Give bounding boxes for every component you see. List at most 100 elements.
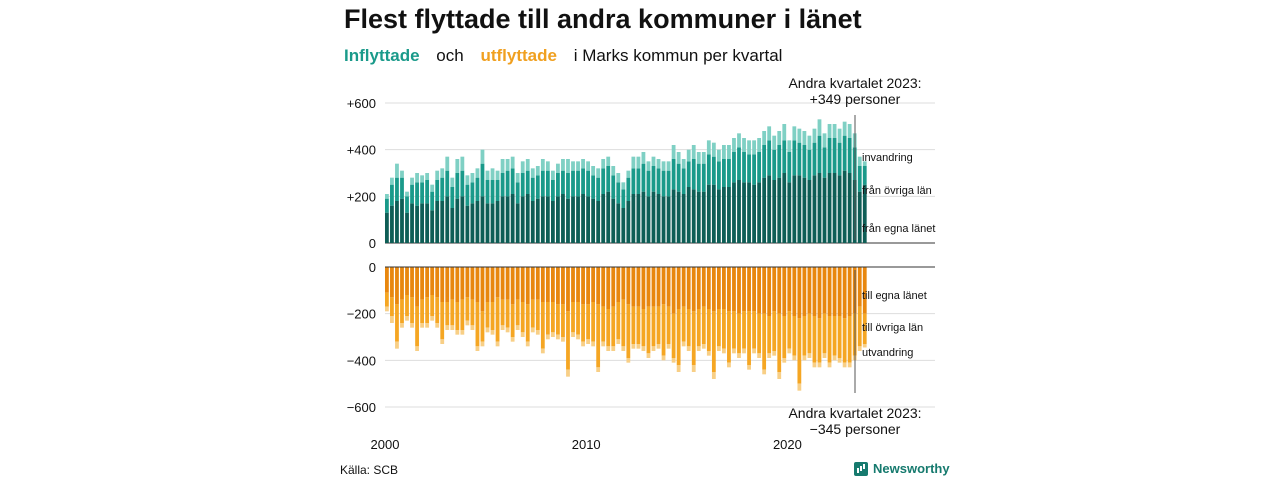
bar-out-segment xyxy=(591,341,596,347)
bar-out-segment xyxy=(405,267,409,295)
bar-in-segment xyxy=(611,175,616,199)
bar-in-segment xyxy=(686,187,691,243)
bar-out-segment xyxy=(646,267,651,307)
bar-out-segment xyxy=(460,299,465,330)
bar-out-segment xyxy=(777,372,782,379)
bar-in-segment xyxy=(520,196,525,243)
bar-out-segment xyxy=(722,267,726,309)
bar-in-segment xyxy=(752,184,756,243)
bar-in-segment xyxy=(661,170,666,197)
bar-out-segment xyxy=(767,353,772,358)
bar-in-segment xyxy=(862,184,867,243)
bar-out-segment xyxy=(470,299,475,326)
bar-in-segment xyxy=(520,173,525,197)
bar-out-segment xyxy=(430,316,435,321)
bar-in-segment xyxy=(621,182,626,190)
bar-in-segment xyxy=(732,138,736,152)
bar-in-segment xyxy=(566,173,570,199)
bar-in-segment xyxy=(415,173,419,183)
bar-in-segment xyxy=(405,212,409,243)
brand-logo[interactable]: Newsworthy xyxy=(854,461,950,476)
bar-in-segment xyxy=(762,131,767,145)
bar-out-segment xyxy=(485,267,490,302)
bar-in-segment xyxy=(681,159,686,169)
bar-in-segment xyxy=(616,203,621,243)
bar-out-segment xyxy=(701,306,706,344)
bar-out-segment xyxy=(782,267,787,316)
bar-in-segment xyxy=(530,168,535,178)
bar-out-segment xyxy=(671,358,676,363)
bar-in-segment xyxy=(646,196,651,243)
bar-in-segment xyxy=(425,180,430,204)
bar-out-segment xyxy=(455,267,460,302)
bar-in-segment xyxy=(450,187,455,208)
bar-out-segment xyxy=(727,311,731,363)
bar-in-segment xyxy=(540,170,545,197)
bar-in-segment xyxy=(465,205,470,243)
bar-out-segment xyxy=(445,267,450,302)
bar-in-segment xyxy=(445,170,450,197)
bar-in-segment xyxy=(475,177,480,201)
annotation-bottom-line1: Andra kvartalet 2023: xyxy=(788,405,921,421)
bar-out-segment xyxy=(540,302,545,349)
bar-in-segment xyxy=(470,203,475,243)
bar-in-segment xyxy=(722,187,726,243)
bar-out-segment xyxy=(505,267,510,300)
bar-out-segment xyxy=(586,267,590,305)
bar-in-segment xyxy=(545,161,550,171)
bar-out-segment xyxy=(777,313,782,372)
bar-in-segment xyxy=(540,196,545,243)
bar-out-segment xyxy=(742,348,746,354)
bar-out-segment xyxy=(797,318,802,384)
bar-out-segment xyxy=(732,267,736,312)
bar-out-segment xyxy=(787,311,792,349)
bar-in-segment xyxy=(716,149,721,162)
bar-out-segment xyxy=(505,327,510,333)
y-tick-bottom: −200 xyxy=(347,307,376,322)
bar-in-segment xyxy=(490,168,495,180)
bar-in-segment xyxy=(626,170,631,178)
bar-out-segment xyxy=(525,341,530,347)
bar-out-segment xyxy=(561,267,565,305)
bar-in-segment xyxy=(812,128,817,143)
bar-in-segment xyxy=(747,140,751,155)
bar-out-segment xyxy=(586,339,590,344)
bar-out-segment xyxy=(742,311,746,349)
bar-out-segment xyxy=(535,267,540,300)
bar-out-segment xyxy=(395,341,399,349)
bar-out-segment xyxy=(837,267,842,316)
bar-out-segment xyxy=(390,267,394,298)
bar-out-segment xyxy=(400,323,404,328)
bar-out-segment xyxy=(440,339,445,344)
bar-in-segment xyxy=(591,175,596,199)
bar-in-segment xyxy=(611,166,616,176)
bar-in-segment xyxy=(782,173,787,243)
bar-out-segment xyxy=(706,309,711,351)
bar-in-segment xyxy=(465,175,470,185)
bar-in-segment xyxy=(802,145,807,178)
bar-out-segment xyxy=(385,267,389,293)
bar-in-segment xyxy=(596,168,601,178)
bar-in-segment xyxy=(505,159,510,171)
bar-out-segment xyxy=(621,267,626,300)
bar-out-segment xyxy=(611,306,616,347)
bar-in-segment xyxy=(425,203,430,243)
bar-out-segment xyxy=(686,267,691,309)
bar-out-segment xyxy=(571,302,575,333)
bar-in-segment xyxy=(671,189,676,243)
bar-out-segment xyxy=(490,267,495,302)
series-label-in: från egna länet xyxy=(862,223,935,235)
bar-in-segment xyxy=(395,163,399,178)
bar-in-segment xyxy=(540,159,545,171)
bar-in-segment xyxy=(385,212,389,243)
bar-in-segment xyxy=(591,198,596,243)
bar-in-segment xyxy=(440,177,445,201)
bar-out-segment xyxy=(792,267,797,316)
bar-out-segment xyxy=(505,299,510,328)
bar-in-segment xyxy=(691,159,696,190)
bar-out-segment xyxy=(782,358,787,363)
bar-out-segment xyxy=(631,344,636,349)
bar-out-segment xyxy=(530,267,535,300)
bar-out-segment xyxy=(686,309,691,347)
bar-out-segment xyxy=(671,267,676,314)
